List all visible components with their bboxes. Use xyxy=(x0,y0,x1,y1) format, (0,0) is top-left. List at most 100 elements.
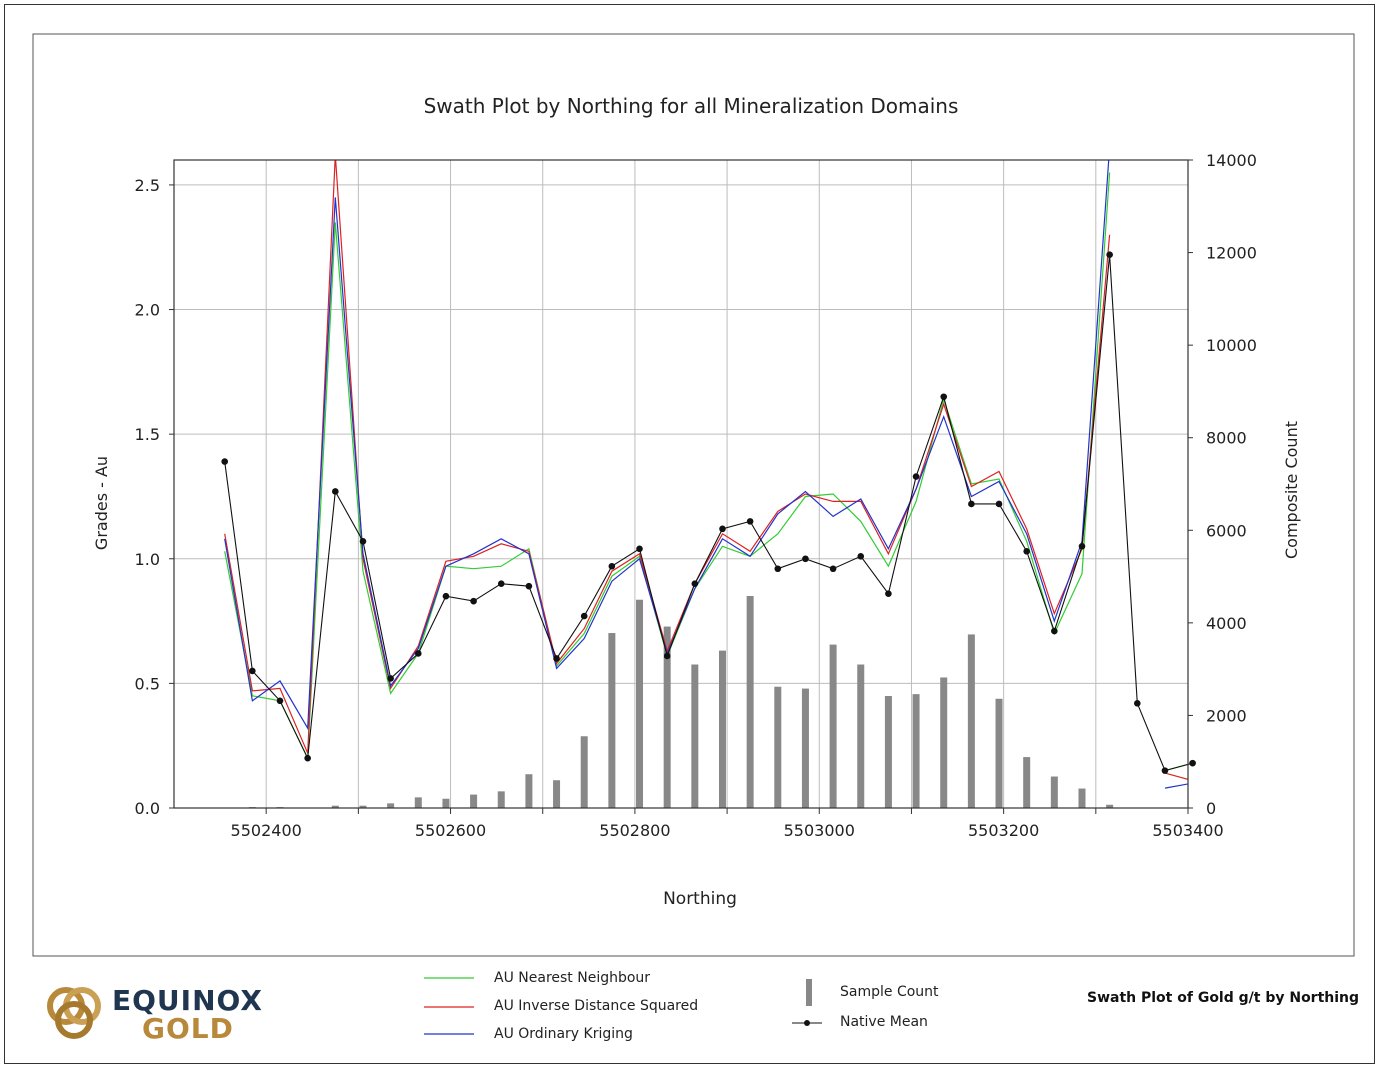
x-tick-label: 5502400 xyxy=(231,821,302,840)
native-mean-point xyxy=(470,597,477,605)
native-mean-point xyxy=(221,458,228,465)
gridlines xyxy=(174,160,1188,808)
y2-tick-label: 10000 xyxy=(1206,336,1257,355)
x-tick-label: 5502800 xyxy=(599,821,670,840)
series-line-native-mean xyxy=(224,254,1193,772)
sample-count-bar xyxy=(663,626,671,808)
native-mean-point xyxy=(1051,627,1058,635)
x-tick-label: 5503200 xyxy=(968,821,1039,840)
legend-label-ok: AU Ordinary Kriging xyxy=(494,1026,633,1042)
native-mean-point xyxy=(691,580,699,587)
logo-mark-icon xyxy=(47,987,101,1039)
native-mean-point xyxy=(940,393,948,401)
sample-count-bar xyxy=(608,633,616,808)
native-mean-point xyxy=(387,675,394,682)
sample-count-bar xyxy=(442,798,450,808)
y2-tick-label: 6000 xyxy=(1206,521,1247,540)
grade-lines xyxy=(221,160,1196,789)
series-line-au-inverse-distance-squared xyxy=(224,160,1188,780)
native-mean-point xyxy=(857,552,865,560)
y-tick-label: 1.5 xyxy=(135,425,160,444)
x-tick-label: 5502600 xyxy=(415,821,486,840)
series-line-au-nearest-neighbour xyxy=(224,172,1188,772)
sample-count-bar xyxy=(414,797,422,808)
sample-count-bar xyxy=(829,644,837,808)
sample-count-bar xyxy=(857,664,865,808)
native-mean-point xyxy=(1189,759,1196,767)
native-mean-point xyxy=(442,592,450,600)
y2-tick-label: 2000 xyxy=(1206,706,1247,725)
legend-swatch-count xyxy=(806,979,812,1006)
y2-tick-label: 14000 xyxy=(1206,151,1257,170)
native-mean-point xyxy=(802,555,809,563)
sample-count-bar xyxy=(553,780,561,808)
series-line-au-ordinary-kriging xyxy=(224,160,1188,789)
legend-label-nn: AU Nearest Neighbour xyxy=(494,970,651,986)
sample-count-bar xyxy=(884,695,892,808)
y2-tick-label: 12000 xyxy=(1206,244,1257,263)
y2-tick-label: 8000 xyxy=(1206,429,1247,448)
sample-count-bar xyxy=(691,664,699,808)
plot-area-border xyxy=(173,159,1189,809)
legend-label-count: Sample Count xyxy=(840,984,939,1000)
x-tick-label: 5503400 xyxy=(1152,821,1223,840)
native-mean-point xyxy=(1078,543,1086,550)
legend xyxy=(424,977,822,1035)
sample-count-bars xyxy=(248,596,1114,808)
legend-label-ids: AU Inverse Distance Squared xyxy=(494,998,699,1014)
y2-axis-label: Composite Count xyxy=(1282,421,1301,559)
sample-count-bar xyxy=(967,634,975,808)
native-mean-point xyxy=(608,562,616,570)
y-tick-label: 2.5 xyxy=(135,176,160,195)
sample-count-bar xyxy=(746,596,754,808)
native-mean-point xyxy=(1023,547,1030,555)
native-mean-point xyxy=(359,538,367,545)
axes: 0.0 0.5 1.0 1.5 2.0 2.5 0 2000 4000 6000 8000 10000… xyxy=(135,151,1257,840)
sample-count-bar xyxy=(359,805,367,808)
logo-text-bottom: GOLD xyxy=(142,1012,234,1045)
native-mean-point xyxy=(553,655,560,662)
native-mean-point xyxy=(249,667,256,675)
equinox-gold-logo: EQUINOX GOLD xyxy=(42,982,272,1046)
native-mean-point xyxy=(636,545,643,553)
figure-caption: Swath Plot of Gold g/t by Northing xyxy=(1087,990,1360,1006)
sample-count-bar xyxy=(718,650,726,808)
sample-count-bar xyxy=(801,688,809,808)
native-mean-point xyxy=(497,580,505,587)
sample-count-bar xyxy=(1023,757,1031,808)
native-mean-point xyxy=(332,488,339,495)
native-mean-point xyxy=(525,582,533,590)
legend-label-mean: Native Mean xyxy=(840,1014,928,1030)
native-mean-point xyxy=(829,565,837,573)
y2-tick-label: 0 xyxy=(1206,799,1216,818)
y-tick-label: 1.0 xyxy=(135,550,160,569)
sample-count-bar xyxy=(525,774,533,808)
native-mean-point xyxy=(414,650,422,657)
native-mean-point xyxy=(276,697,284,705)
figure-frame xyxy=(4,4,1375,1064)
sample-count-bar xyxy=(995,698,1003,808)
plot-panel-border xyxy=(32,33,1355,957)
sample-count-bar xyxy=(1078,788,1086,808)
y-axis-label: Grades - Au xyxy=(92,456,111,550)
sample-count-bar xyxy=(497,791,505,808)
y-tick-label: 2.0 xyxy=(135,301,160,320)
chart-title: Swath Plot by Northing for all Mineraliz… xyxy=(424,94,959,118)
native-mean-point xyxy=(912,473,920,480)
logo-text-top: EQUINOX xyxy=(112,984,263,1017)
sample-count-bar xyxy=(636,599,644,808)
legend-swatch-mean-dot xyxy=(804,1020,810,1026)
sample-count-bar xyxy=(580,736,588,808)
y2-tick-label: 4000 xyxy=(1206,614,1247,633)
x-axis-label: Northing xyxy=(663,889,737,909)
sample-count-bar xyxy=(1050,776,1058,808)
sample-count-bar xyxy=(387,803,395,808)
y-tick-label: 0.0 xyxy=(135,799,160,818)
y-tick-label: 0.5 xyxy=(135,674,160,693)
native-mean-point xyxy=(885,590,892,597)
native-mean-point xyxy=(663,652,671,660)
native-mean-point xyxy=(1161,767,1169,774)
sample-count-bar xyxy=(1106,804,1114,808)
sample-count-bar xyxy=(912,694,920,808)
